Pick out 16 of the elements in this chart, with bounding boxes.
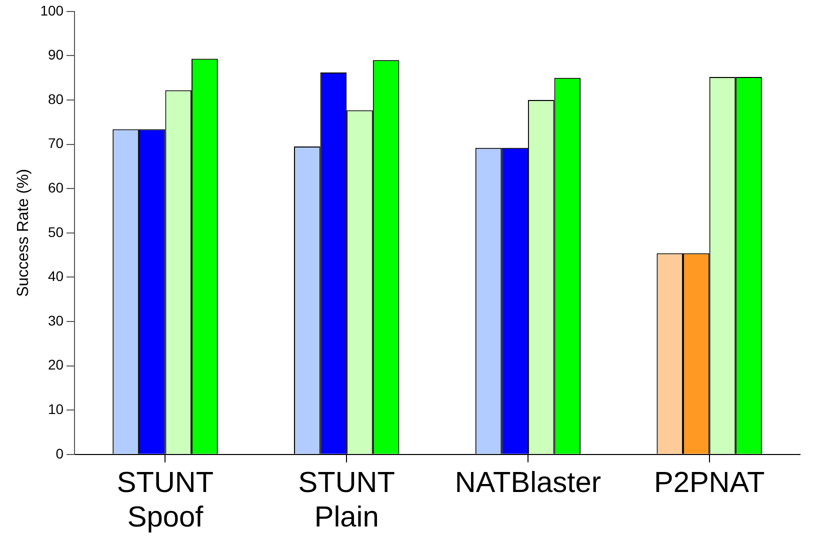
x-tick-label: NATBlaster — [454, 466, 602, 499]
y-tick-label: 80 — [48, 90, 64, 107]
y-axis-title: Success Rate (%) — [15, 168, 32, 297]
y-tick-label: 20 — [48, 356, 64, 373]
x-tick-label: STUNT Spoof — [116, 466, 214, 534]
y-tick-label: 0 — [56, 445, 64, 462]
y-tick-label: 30 — [48, 312, 64, 328]
x-tick-label: STUNT Plain — [298, 466, 396, 534]
y-tick-label: 60 — [48, 179, 64, 196]
y-tick-label: 100 — [40, 2, 64, 18]
x-tick-label: P2PNAT — [654, 466, 765, 499]
y-tick-label: 10 — [48, 400, 64, 417]
y-tick-label: 70 — [48, 135, 64, 152]
y-tick-label: 40 — [48, 268, 64, 284]
y-tick-label: 90 — [48, 46, 64, 63]
y-tick-label: 50 — [48, 224, 64, 240]
